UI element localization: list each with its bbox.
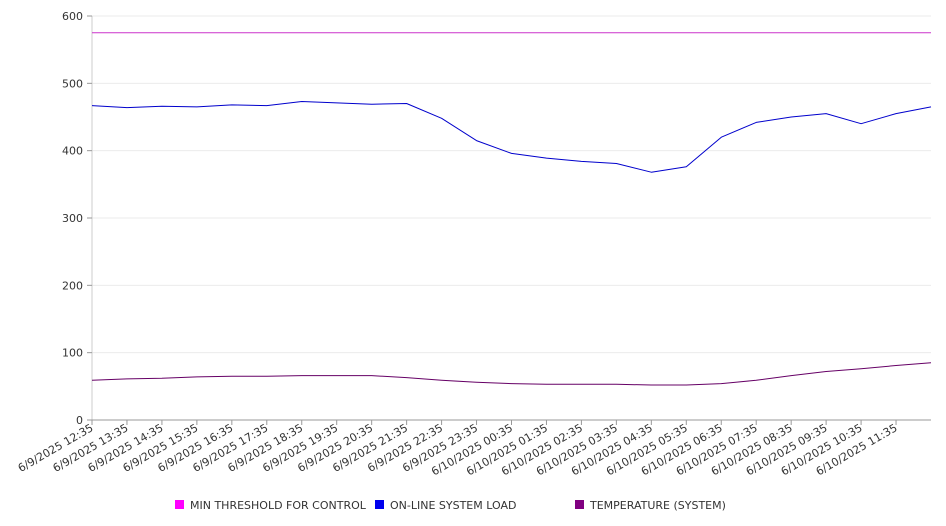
y-tick-label: 600 [62, 10, 83, 23]
grid-lines [92, 15, 931, 421]
y-tick-label: 300 [62, 212, 83, 225]
y-tick-label: 200 [62, 279, 83, 292]
legend-label: TEMPERATURE (SYSTEM) [589, 499, 726, 512]
series-line-1 [91, 101, 932, 173]
legend-swatch [375, 500, 384, 509]
legend-label: ON-LINE SYSTEM LOAD [390, 499, 516, 512]
series-lines [91, 32, 932, 386]
legend-swatch [575, 500, 584, 509]
series-line-2 [91, 362, 932, 386]
y-tick-label: 500 [62, 77, 83, 90]
legend-swatch [175, 500, 184, 509]
x-axis-ticks: 6/9/2025 12:356/9/2025 13:356/9/2025 14:… [16, 420, 900, 478]
y-tick-label: 0 [76, 414, 83, 427]
y-tick-label: 100 [62, 347, 83, 360]
legend: MIN THRESHOLD FOR CONTROL ON-LINE SYSTEM … [175, 499, 726, 512]
y-tick-label: 400 [62, 145, 83, 158]
legend-label: MIN THRESHOLD FOR CONTROL [190, 499, 367, 512]
y-axis-ticks: 0 100 200 300 400 500 600 [62, 10, 92, 427]
